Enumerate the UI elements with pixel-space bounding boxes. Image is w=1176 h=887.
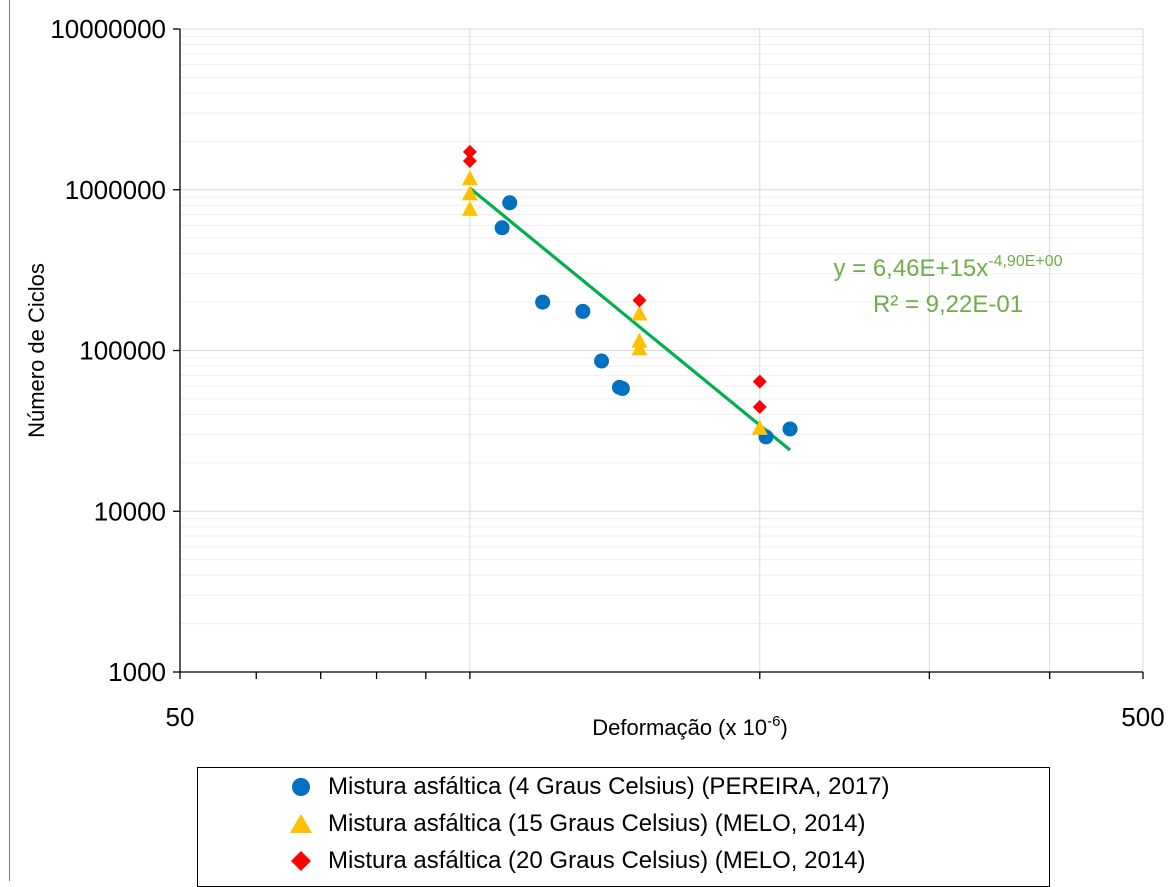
data-point-circle (575, 303, 591, 319)
data-point-triangle (631, 305, 648, 321)
data-point-circle (535, 294, 551, 310)
x-axis-title: Deformação (x 10-6) (592, 713, 788, 740)
tick-labels: 10000000 1000000 100000 10000 1000 50 50… (50, 14, 1164, 732)
left-border-rule (9, 0, 10, 881)
diamond-marker-icon (291, 851, 311, 871)
x-tick-label: 500 (1121, 702, 1164, 732)
data-point-triangle (631, 332, 648, 348)
data-point-diamond (752, 374, 767, 389)
data-point-diamond (752, 400, 767, 415)
triangle-marker-icon (290, 814, 312, 833)
y-tick-label: 100000 (79, 336, 166, 366)
y-tick-label: 1000000 (65, 175, 166, 205)
legend-label: Mistura asfáltica (4 Graus Celsius) (PER… (328, 773, 890, 800)
data-point-diamond (632, 293, 647, 308)
data-point-diamond (462, 144, 477, 159)
legend-item-4c: Mistura asfáltica (4 Graus Celsius) (PER… (288, 770, 890, 804)
y-tick-label: 10000 (94, 496, 166, 526)
y-axis-title: Número de Ciclos (24, 263, 49, 438)
data-point-circle (594, 353, 610, 369)
data-point-circle (614, 381, 630, 397)
y-tick-label: 10000000 (50, 14, 166, 44)
data-point-triangle (461, 200, 478, 216)
trendline (468, 186, 792, 452)
data-point-triangle (631, 340, 648, 356)
legend-item-15c: Mistura asfáltica (15 Graus Celsius) (ME… (288, 807, 866, 841)
data-point-diamond (462, 153, 477, 168)
trendline-layer (468, 186, 792, 452)
grid (180, 28, 1143, 673)
trendline-equation: y = 6,46E+15x-4,90E+00 (833, 253, 1062, 282)
legend-item-20c: Mistura asfáltica (20 Graus Celsius) (ME… (288, 844, 866, 878)
markers (461, 144, 798, 445)
data-point-circle (502, 195, 518, 211)
y-tick-label: 1000 (108, 657, 166, 687)
data-point-triangle (751, 419, 768, 435)
data-point-triangle (461, 185, 478, 201)
data-point-circle (782, 421, 798, 437)
x-tick-label: 50 (166, 702, 195, 732)
data-point-circle (494, 220, 510, 236)
legend-label: Mistura asfáltica (15 Graus Celsius) (ME… (328, 810, 866, 837)
data-point-triangle (461, 170, 478, 186)
trendline-r-squared: R² = 9,22E-01 (873, 291, 1023, 318)
circle-marker-icon (292, 778, 310, 796)
legend-label: Mistura asfáltica (20 Graus Celsius) (ME… (328, 847, 866, 874)
legend: Mistura asfáltica (4 Graus Celsius) (PER… (197, 767, 1050, 887)
axes (173, 28, 1144, 679)
